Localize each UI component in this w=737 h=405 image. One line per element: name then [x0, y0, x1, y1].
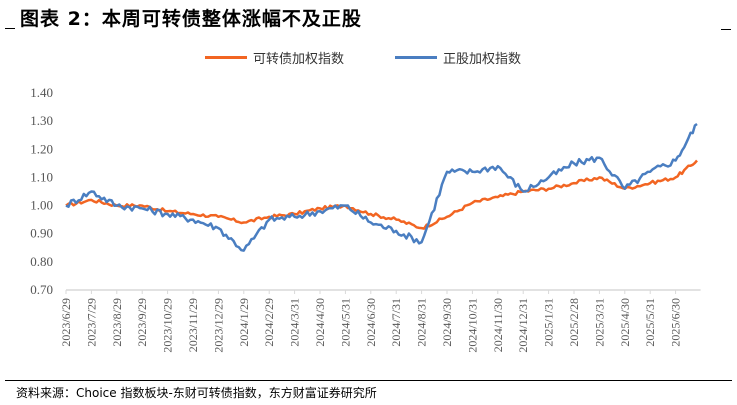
x-tick-label: 2024/3/31 [288, 298, 302, 347]
x-tick-label: 2023/12/29 [211, 298, 225, 353]
y-tick-label: 0.70 [30, 282, 53, 297]
x-tick-label: 2024/7/31 [389, 298, 403, 347]
footer-divider [5, 380, 732, 381]
x-tick-label: 2024/2/29 [262, 298, 276, 347]
x-tick-label: 2024/5/31 [338, 298, 352, 347]
chart-header: 图表 2：本周可转债整体涨幅不及正股 [0, 0, 737, 40]
x-tick-label: 2023/7/29 [84, 298, 98, 347]
y-tick-label: 1.00 [30, 198, 53, 213]
x-tick-label: 2024/9/30 [440, 298, 454, 347]
x-tick-label: 2023/10/29 [161, 298, 175, 353]
x-tick-label: 2023/6/29 [59, 298, 73, 347]
x-tick-label: 2024/12/31 [516, 298, 530, 353]
y-tick-label: 1.20 [30, 141, 53, 156]
legend-item-cb: 可转债加权指数 [205, 46, 344, 68]
chart-title: 图表 2：本周可转债整体涨幅不及正股 [20, 8, 362, 30]
y-tick-label: 1.40 [30, 85, 53, 100]
x-tick-label: 2024/4/30 [313, 298, 327, 347]
x-tick-label: 2023/8/29 [110, 298, 124, 347]
y-tick-label: 0.90 [30, 226, 53, 241]
x-tick-label: 2024/1/29 [237, 298, 251, 347]
y-tick-label: 1.30 [30, 113, 53, 128]
x-tick-label: 2025/3/31 [592, 298, 606, 347]
x-tick-label: 2024/10/31 [465, 298, 479, 353]
series-line-cb-index [65, 159, 698, 230]
x-tick-label: 2025/5/31 [643, 298, 657, 347]
chart-legend: 可转债加权指数 正股加权指数 [0, 46, 737, 68]
title-underline-mark-right [721, 29, 731, 30]
series-line-stock-index [65, 122, 698, 252]
legend-item-stock: 正股加权指数 [395, 46, 521, 68]
x-tick-label: 2023/9/29 [135, 298, 149, 347]
y-tick-label: 0.80 [30, 254, 53, 269]
title-underline-mark-left [5, 28, 15, 29]
x-tick-label: 2025/6/30 [669, 298, 683, 347]
legend-swatch-stock [395, 55, 437, 59]
legend-swatch-cb [205, 55, 247, 59]
x-tick-label: 2024/6/30 [364, 298, 378, 347]
x-tick-label: 2023/11/29 [186, 298, 200, 352]
legend-label-cb: 可转债加权指数 [253, 51, 345, 67]
x-tick-label: 2024/8/31 [415, 298, 429, 347]
source-note: 资料来源：Choice 指数板块-东财可转债指数，东方财富证券研究所 [16, 386, 377, 400]
x-tick-label: 2025/1/31 [542, 298, 556, 347]
x-tick-label: 2025/2/28 [567, 298, 581, 347]
line-chart: 1.40 1.30 1.20 1.10 1.00 0.90 0.80 0.70 2023/6/2… [30, 85, 701, 353]
x-tick-label: 2025/4/30 [618, 298, 632, 347]
x-tick-label: 2024/11/30 [491, 298, 505, 352]
legend-label-stock: 正股加权指数 [443, 51, 522, 67]
y-tick-label: 1.10 [30, 169, 53, 184]
